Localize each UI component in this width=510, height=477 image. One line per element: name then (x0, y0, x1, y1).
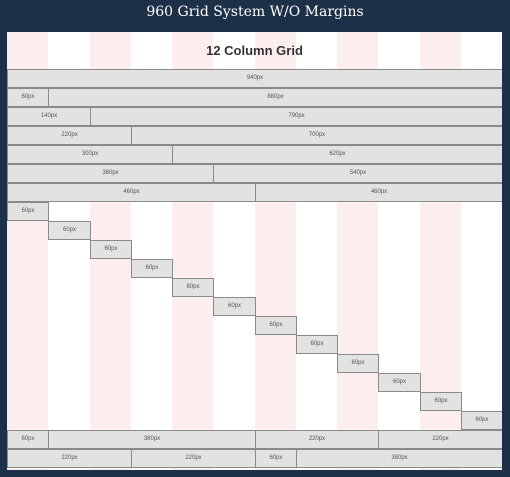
grid-cell: 220px (131, 449, 256, 468)
grid-cell: 60px (7, 88, 49, 107)
grid-cell: 140px (7, 107, 91, 126)
grid-cell: 460px (7, 183, 256, 202)
grid-cell: 380px (7, 164, 214, 183)
grid-cell: 220px (378, 430, 502, 449)
grid-cell: 220px (7, 449, 132, 468)
grid-cell: 460px (255, 183, 502, 202)
staircase-cell: 60px (378, 373, 421, 392)
grid-cell: 380px (296, 449, 502, 468)
grid-cell: 620px (172, 145, 502, 164)
staircase-cell: 60px (172, 278, 214, 297)
grid-cell: 60px (7, 430, 49, 449)
staircase-cell: 60px (337, 354, 379, 373)
staircase-cell: 60px (213, 297, 256, 316)
staircase-cell: 60px (48, 221, 91, 240)
grid-cell: 940px (7, 69, 502, 88)
grid-canvas: 12 Column Grid 940px 60px 880px 140px 790px 2… (7, 32, 502, 470)
staircase-cell: 60px (255, 316, 297, 335)
grid-title: 12 Column Grid (206, 43, 303, 58)
grid-cell: 380px (48, 430, 256, 449)
grid-cell: 60px (255, 449, 297, 468)
staircase-cell: 60px (420, 392, 462, 411)
staircase-cell: 60px (296, 335, 338, 354)
grid-cell: 220px (7, 126, 132, 145)
grid-cell: 700px (131, 126, 502, 145)
staircase-cell: 60px (90, 240, 132, 259)
page-title: 960 Grid System W/O Margins (146, 4, 364, 20)
grid-cell: 300px (7, 145, 173, 164)
grid-cell: 220px (255, 430, 379, 449)
staircase-cell: 60px (461, 411, 502, 430)
staircase-cell: 60px (131, 259, 173, 278)
staircase-cell: 60px (7, 202, 49, 221)
grid-cell: 540px (213, 164, 502, 183)
grid-cell: 790px (90, 107, 502, 126)
grid-cell: 880px (48, 88, 502, 107)
